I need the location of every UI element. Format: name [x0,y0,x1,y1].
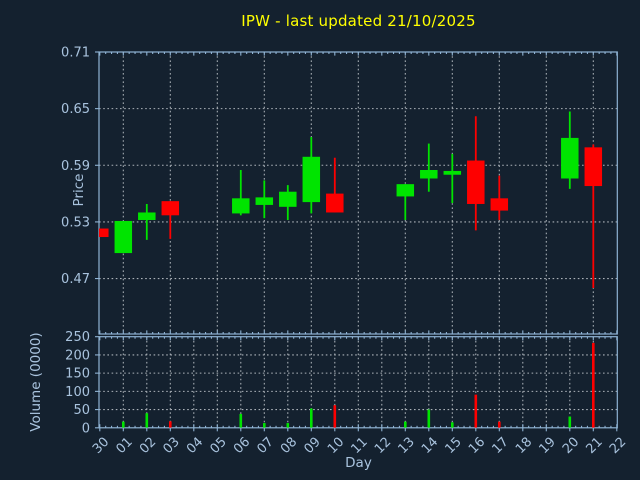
volume-bar [498,421,501,428]
chart-title: IPW - last updated 21/10/2025 [241,12,476,30]
volume-bar [592,342,595,428]
day-tick-label: 13 [395,435,417,457]
volume-tick-label: 100 [65,385,90,400]
day-tick-label: 09 [301,435,323,457]
volume-bar [404,421,407,428]
volume-bars [122,342,595,428]
day-tick-label: 11 [348,435,370,457]
candle-body [561,137,579,179]
price-tick-label: 0.65 [61,102,90,117]
volume-tick-label: 200 [65,348,90,363]
day-tick-label: 17 [489,435,511,457]
volume-bar [169,421,172,428]
candle-body [161,201,180,216]
price-axis-label: Price [71,173,87,207]
volume-tick-label: 150 [65,367,90,382]
price-tick-label: 0.71 [61,46,90,61]
volume-bar [263,423,266,428]
candles [99,111,603,288]
day-tick-label: 03 [160,435,182,457]
candle-body [584,147,603,187]
candle-body [490,198,509,211]
day-tick-label: 19 [536,435,558,457]
volume-bar [122,421,125,428]
volume-bar [474,394,478,428]
volume-bar [239,413,243,428]
candle-body [255,197,274,205]
day-tick-label: 04 [184,435,206,457]
day-tick-label: 01 [113,435,135,457]
candle-body [396,184,415,197]
day-tick-label: 15 [442,435,464,457]
day-tick-label: 22 [607,435,629,457]
candle-body [279,191,297,207]
day-tick-label: 10 [325,435,347,457]
volume-bar [145,413,149,428]
volume-bar [310,408,313,428]
day-tick-label: 08 [278,435,300,457]
day-axis-label: Day [345,455,372,471]
price-tick-label: 0.53 [61,215,90,230]
price-panel-frame [98,51,618,335]
volume-bar [568,416,572,428]
volume-tick-label: 0 [82,421,90,436]
candle-body [467,160,485,204]
day-tick-label: 07 [254,435,276,457]
price-tick-label: 0.47 [61,272,90,287]
candle-body [114,220,133,254]
candle-body [326,193,344,213]
volume-bar [286,423,290,428]
volume-tick-label: 50 [73,403,90,418]
day-tick-label: 20 [560,435,582,457]
volume-bar [333,405,337,428]
spines [98,51,618,429]
candle-body [99,228,109,238]
volume-tick-label: 250 [65,330,90,345]
day-tick-label: 30 [90,435,112,457]
candle-body [302,156,321,203]
candle-body [443,170,462,175]
day-tick-label: 18 [513,435,535,457]
day-tick-label: 06 [231,435,253,457]
volume-bar [451,422,454,428]
day-tick-label: 14 [419,435,441,457]
day-tick-label: 16 [466,435,488,457]
candle-body [232,198,250,214]
day-tick-label: 05 [207,435,229,457]
candle-body [138,212,156,221]
day-tick-label: 02 [137,435,159,457]
day-tick-label: 21 [583,435,605,457]
price-tick-label: 0.59 [61,159,90,174]
day-tick-label: 12 [372,435,394,457]
volume-panel-frame [98,336,618,429]
gridlines [99,52,618,428]
volume-bar [427,409,431,428]
volume-axis-label: Volume (0000) [28,332,44,432]
candle-body [420,170,438,179]
